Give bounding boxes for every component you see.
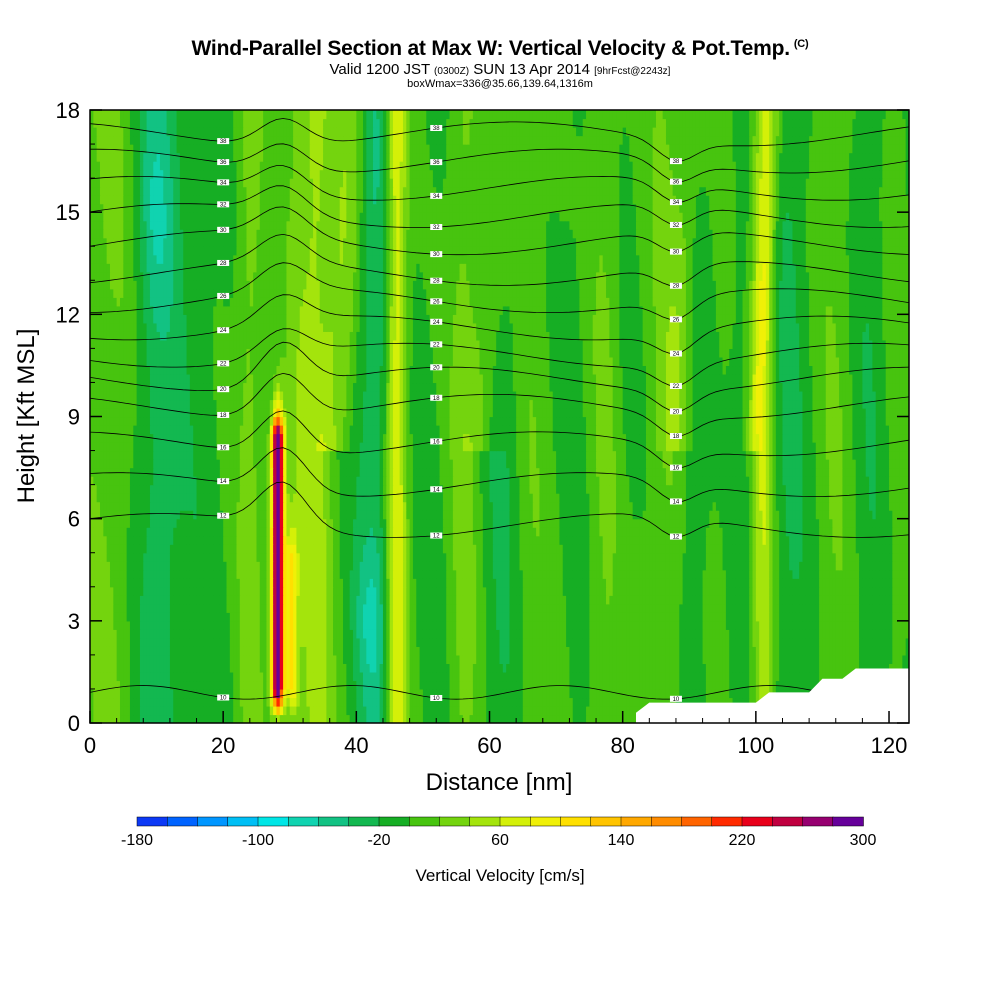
- velocity-field: [90, 110, 910, 724]
- chart-svg: 10 10 101212 121414141616161818182020202222…: [0, 0, 1000, 1000]
